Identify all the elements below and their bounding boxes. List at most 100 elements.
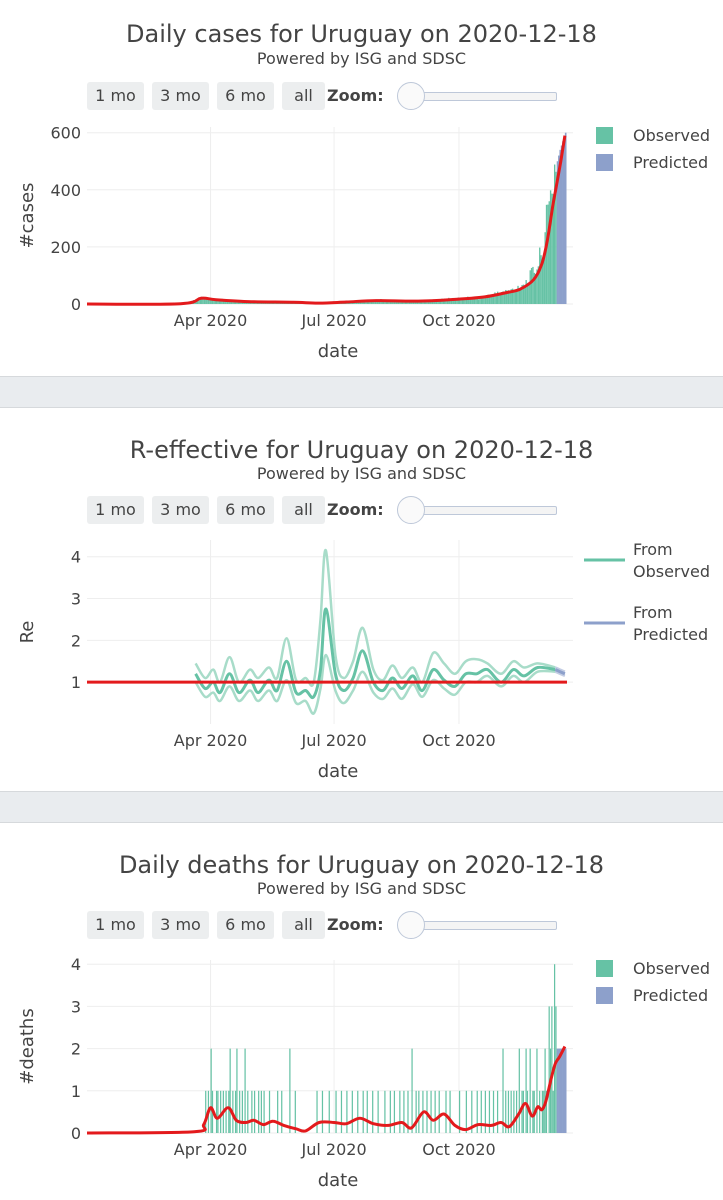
zoom-label: Zoom:: [327, 500, 384, 519]
range-button-6mo[interactable]: 6 mo: [217, 496, 274, 524]
observed-bar: [346, 1090, 348, 1133]
observed-bar: [381, 300, 383, 304]
observed-bar: [496, 291, 499, 304]
predicted-bar: [563, 136, 566, 304]
zoom-label: Zoom:: [327, 86, 384, 105]
observed-bar: [438, 300, 440, 304]
predicted-bar: [558, 155, 560, 304]
observed-bar: [407, 301, 409, 304]
observed-bar: [321, 1090, 324, 1133]
observed-bar: [520, 289, 522, 304]
observed-bar: [393, 1090, 396, 1133]
range-button-3mo[interactable]: 3 mo: [152, 911, 209, 939]
observed-bar: [446, 300, 449, 304]
observed-bar: [468, 298, 470, 304]
x-tick-label: Oct 2020: [422, 731, 495, 750]
observed-bar: [229, 1048, 231, 1133]
observed-bar: [545, 204, 548, 304]
x-tick-label: Apr 2020: [174, 731, 247, 750]
observed-bar: [501, 291, 503, 304]
observed-bar: [450, 299, 453, 304]
observed-bar: [453, 299, 455, 304]
observed-bar: [211, 298, 214, 304]
observed-bar: [225, 1090, 227, 1133]
legend-label-observed-2: Observed: [633, 562, 710, 581]
range-button-all[interactable]: all: [282, 911, 325, 939]
observed-bar: [237, 301, 240, 304]
observed-bar: [463, 298, 465, 304]
observed-bar: [205, 1090, 207, 1133]
observed-bar: [492, 1090, 495, 1133]
observed-bar: [484, 296, 487, 304]
range-button-1mo[interactable]: 1 mo: [87, 82, 144, 110]
observed-bar: [529, 1048, 531, 1133]
observed-bar: [228, 300, 230, 304]
zoom-slider-knob[interactable]: [397, 496, 425, 524]
trend-line: [86, 1045, 567, 1135]
observed-bar: [488, 295, 491, 304]
observed-bar: [358, 302, 360, 304]
predicted-bar: [558, 1048, 560, 1133]
observed-bar: [201, 296, 203, 304]
observed-bar: [373, 300, 375, 304]
observed-bar: [426, 301, 428, 304]
observed-bar: [415, 1090, 417, 1133]
re-panel: R-effective for Uruguay on 2020-12-18 Po…: [0, 408, 723, 790]
range-button-all[interactable]: all: [282, 496, 325, 524]
observed-bar: [549, 1048, 552, 1133]
observed-bar: [239, 1090, 241, 1133]
legend-swatch-observed: [596, 960, 613, 977]
observed-bar: [206, 297, 208, 304]
chart-subtitle: Powered by ISG and SDSC: [256, 49, 467, 68]
observed-bar: [524, 285, 526, 304]
observed-bar: [533, 272, 535, 304]
zoom-slider-track[interactable]: [410, 92, 557, 101]
legend-label-observed: Observed: [633, 959, 710, 978]
observed-bar: [479, 296, 481, 304]
observed-bar: [217, 1090, 219, 1133]
zoom-slider-track[interactable]: [410, 506, 557, 515]
observed-bar: [476, 1090, 478, 1133]
panel-separator: [0, 791, 723, 823]
y-tick-label: 2: [71, 631, 81, 650]
observed-bar: [471, 298, 473, 304]
zoom-slider-track[interactable]: [410, 921, 557, 930]
observed-bar: [449, 1090, 451, 1133]
observed-bar: [207, 298, 210, 304]
range-button-6mo[interactable]: 6 mo: [217, 911, 274, 939]
observed-bar: [366, 300, 369, 304]
predicted-bar: [563, 1048, 566, 1133]
observed-bar: [236, 1048, 238, 1133]
observed-bar: [220, 1090, 222, 1133]
observed-bar: [316, 1090, 318, 1133]
observed-bar: [289, 1048, 291, 1133]
predicted-bar: [564, 1048, 567, 1133]
range-button-6mo[interactable]: 6 mo: [217, 82, 274, 110]
observed-bar: [396, 301, 398, 304]
x-tick-label: Oct 2020: [422, 311, 495, 330]
observed-bar: [467, 296, 469, 304]
observed-bar: [510, 1090, 512, 1133]
observed-bar: [480, 298, 483, 304]
observed-bar: [389, 1090, 391, 1133]
zoom-slider-knob[interactable]: [397, 911, 425, 939]
range-button-1mo[interactable]: 1 mo: [87, 911, 144, 939]
observed-bar: [196, 299, 199, 304]
x-tick-label: Jul 2020: [301, 731, 367, 750]
observed-bar: [361, 301, 363, 304]
observed-bar: [521, 285, 523, 304]
observed-bar: [505, 289, 507, 304]
zoom-slider-knob[interactable]: [397, 82, 425, 110]
observed-bar: [363, 301, 366, 304]
observed-bar: [545, 1090, 548, 1133]
ci-upper-line: [194, 549, 556, 687]
observed-bar: [224, 299, 226, 304]
range-button-3mo[interactable]: 3 mo: [152, 496, 209, 524]
observed-bar: [419, 301, 421, 304]
observed-bar: [513, 1090, 515, 1133]
observed-bar: [214, 298, 216, 304]
range-button-1mo[interactable]: 1 mo: [87, 496, 144, 524]
range-button-3mo[interactable]: 3 mo: [152, 82, 209, 110]
observed-bar: [551, 1006, 553, 1133]
range-button-all[interactable]: all: [282, 82, 325, 110]
